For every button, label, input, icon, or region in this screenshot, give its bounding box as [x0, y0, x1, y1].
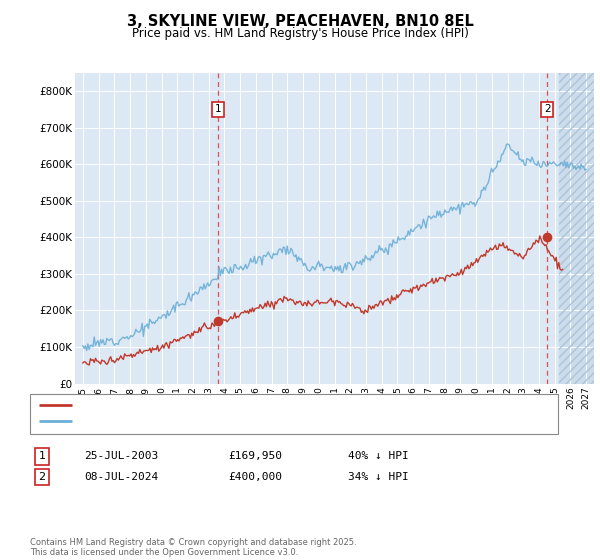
- Bar: [559, 73, 600, 384]
- Bar: [559, 73, 600, 384]
- Text: 1: 1: [38, 451, 46, 461]
- Text: 40% ↓ HPI: 40% ↓ HPI: [348, 451, 409, 461]
- Text: 1: 1: [214, 104, 221, 114]
- Text: £400,000: £400,000: [228, 472, 282, 482]
- Text: £169,950: £169,950: [228, 451, 282, 461]
- Text: 08-JUL-2024: 08-JUL-2024: [84, 472, 158, 482]
- Text: 2: 2: [38, 472, 46, 482]
- Text: 3, SKYLINE VIEW, PEACEHAVEN, BN10 8EL (detached house): 3, SKYLINE VIEW, PEACEHAVEN, BN10 8EL (d…: [77, 400, 390, 410]
- Text: Price paid vs. HM Land Registry's House Price Index (HPI): Price paid vs. HM Land Registry's House …: [131, 27, 469, 40]
- Text: 3, SKYLINE VIEW, PEACEHAVEN, BN10 8EL: 3, SKYLINE VIEW, PEACEHAVEN, BN10 8EL: [127, 14, 473, 29]
- Text: 2: 2: [544, 104, 550, 114]
- Text: 25-JUL-2003: 25-JUL-2003: [84, 451, 158, 461]
- Text: Contains HM Land Registry data © Crown copyright and database right 2025.
This d: Contains HM Land Registry data © Crown c…: [30, 538, 356, 557]
- Text: HPI: Average price, detached house, Lewes: HPI: Average price, detached house, Lewe…: [77, 416, 302, 426]
- Text: 34% ↓ HPI: 34% ↓ HPI: [348, 472, 409, 482]
